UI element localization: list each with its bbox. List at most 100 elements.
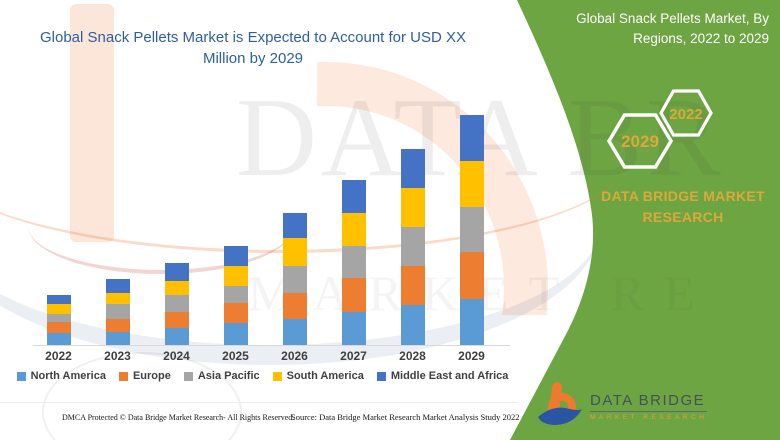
bar-segment <box>164 328 189 345</box>
x-axis-line <box>33 345 510 346</box>
legend-item: Europe <box>118 370 171 382</box>
year-label: 2029 <box>458 349 485 363</box>
logo-text-block: DATA BRIDGE MARKET RESEARCH <box>590 392 708 421</box>
bar-column-2027 <box>324 100 383 345</box>
bar-column-2023 <box>88 100 147 345</box>
legend-swatch-icon <box>183 371 193 381</box>
bar-segment <box>341 180 366 213</box>
bar-segment <box>105 319 130 332</box>
logo-subtitle: MARKET RESEARCH <box>590 414 708 421</box>
bar-segment <box>282 319 307 345</box>
bar-segment <box>105 293 130 304</box>
year-label: 2027 <box>340 349 367 363</box>
bar-column-2022 <box>29 100 88 345</box>
bar-segment <box>105 279 130 293</box>
bar-segment <box>223 246 248 266</box>
legend-swatch-icon <box>272 371 282 381</box>
legend-item: Middle East and Africa <box>376 370 509 382</box>
bar-segment <box>341 278 366 312</box>
bar-segment <box>459 161 484 207</box>
bar-segment <box>223 286 248 303</box>
legend-label: North America <box>30 370 106 382</box>
year-label: 2026 <box>281 349 308 363</box>
bar-segment <box>400 305 425 345</box>
legend-label: Europe <box>132 370 171 382</box>
legend-swatch-icon <box>376 371 386 381</box>
bar-stack <box>105 279 130 345</box>
bar-column-2026 <box>265 100 324 345</box>
bar-segment <box>46 304 71 314</box>
year-label: 2022 <box>45 349 72 363</box>
bar-segment <box>164 312 189 328</box>
legend-item: North America <box>16 370 106 382</box>
bar-segment <box>459 252 484 299</box>
data-bridge-logo: DATA BRIDGE MARKET RESEARCH <box>537 381 708 427</box>
legend-swatch-icon <box>118 371 128 381</box>
bar-segment <box>223 266 248 286</box>
bar-stack <box>400 149 425 345</box>
bar-stack <box>341 180 366 345</box>
bar-stack <box>282 213 307 345</box>
legend-item: Asia Pacific <box>183 370 260 382</box>
bar-column-2024 <box>147 100 206 345</box>
legend-swatch-icon <box>16 371 26 381</box>
bar-stack <box>459 115 484 345</box>
legend-label: Asia Pacific <box>197 370 260 382</box>
bar-segment <box>105 332 130 345</box>
bar-column-2025 <box>206 100 265 345</box>
bar-segment <box>282 293 307 319</box>
year-label: 2028 <box>399 349 426 363</box>
bar-segment <box>46 333 71 345</box>
bar-segment <box>46 322 71 333</box>
bar-stack <box>223 246 248 345</box>
bar-segment <box>164 295 189 312</box>
year-label: 2025 <box>222 349 249 363</box>
bar-segment <box>341 312 366 345</box>
green-panel-shape <box>510 0 780 440</box>
bar-segment <box>341 246 366 278</box>
bar-segment <box>46 314 71 322</box>
bar-segment <box>282 213 307 238</box>
legend-item: South America <box>272 370 364 382</box>
footer-copyright: DMCA Protected © Data Bridge Market Rese… <box>62 413 295 422</box>
bar-segment <box>400 266 425 305</box>
chart-title: Global Snack Pellets Market is Expected … <box>39 29 467 67</box>
bar-segment <box>459 207 484 252</box>
bar-segment <box>164 281 189 295</box>
bar-segment <box>282 238 307 266</box>
side-panel-title: Global Snack Pellets Market, By Regions,… <box>537 9 769 49</box>
logo-name: DATA BRIDGE <box>590 392 708 412</box>
bar-segment <box>400 227 425 266</box>
footer-source: Source: Data Bridge Market Research Mark… <box>291 412 520 422</box>
bar-segment <box>46 295 71 304</box>
bar-segment <box>459 115 484 161</box>
year-hexagon-badges: 2029 2022 <box>606 89 713 169</box>
hexagon-2022-label: 2022 <box>669 106 702 123</box>
year-label: 2023 <box>104 349 131 363</box>
footer-divider <box>0 402 518 403</box>
legend-label: Middle East and Africa <box>390 370 509 382</box>
bar-segment <box>459 299 484 345</box>
bar-stack <box>46 295 71 345</box>
hexagon-2022-icon <box>659 89 713 137</box>
legend-label: South America <box>286 370 364 382</box>
brand-name-text: DATA BRIDGE MARKET RESEARCH <box>601 188 765 225</box>
side-panel-title-line1: Global Snack Pellets Market, By <box>576 11 769 26</box>
bar-column-2029 <box>442 100 501 345</box>
x-axis-labels: 2022 2023 2024 2025 2026 2027 2028 2029 <box>29 349 501 363</box>
bar-column-2028 <box>383 100 442 345</box>
bar-segment <box>223 303 248 323</box>
bar-segment <box>341 213 366 246</box>
bar-segment <box>164 263 189 281</box>
bar-segment <box>223 323 248 345</box>
year-label: 2024 <box>163 349 190 363</box>
bar-segment <box>400 188 425 227</box>
logo-b-mark-icon <box>538 382 582 425</box>
bar-segment <box>105 304 130 319</box>
bar-segment <box>282 266 307 293</box>
chart-legend: North America Europe Asia Pacific South Ame… <box>15 370 510 382</box>
bar-segment <box>400 149 425 188</box>
hexagon-2029-label: 2029 <box>621 132 659 151</box>
